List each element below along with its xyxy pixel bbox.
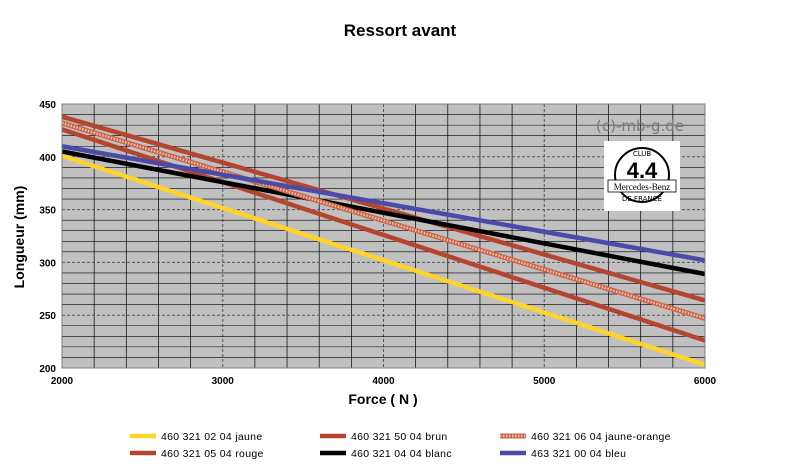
legend-label: 460 321 04 04 blanc [351,448,452,460]
plot-area [61,103,706,369]
y-axis-label: Longueur (mm) [11,186,27,289]
series-layer [61,114,706,367]
legend-label: 460 321 02 04 jaune [161,431,262,443]
chart-title: Ressort avant [344,21,457,40]
club-logo: CLUB 4.4 Mercedes-Benz DE FRANCE [604,141,680,211]
logo-center-text: 4.4 [627,158,658,183]
x-tick-label: 3000 [212,376,235,387]
x-tick-label: 6000 [694,376,717,387]
x-tick-label: 5000 [533,376,556,387]
x-tick-label: 4000 [372,376,395,387]
x-axis-label: Force ( N ) [348,391,417,407]
series-line-2 [61,114,706,303]
legend-label: 460 321 50 04 brun [351,431,447,443]
logo-ring [614,147,670,203]
legend-label: 460 321 05 04 rouge [161,448,264,460]
y-tick-label: 350 [39,206,56,217]
logo-middle-text: Mercedes-Benz [614,182,670,192]
y-tick-label: 300 [39,258,56,269]
series-line-0 [61,153,706,367]
y-tick-label: 250 [39,311,56,322]
y-tick-label: 400 [39,153,56,164]
logo-top-text: CLUB [633,150,652,158]
series-line-4 [61,121,706,320]
y-tick-label: 200 [39,364,56,375]
y-axis-ticks: 200 250 300 350 400 450 [39,100,56,375]
legend-label: 463 321 00 04 bleu [531,448,626,460]
legend: 460 321 02 04 jaune 460 321 50 04 brun 460… [130,431,671,460]
legend-label: 460 321 06 04 jaune-orange [531,431,671,443]
watermark-text: (c)-mb-g.de [596,117,684,135]
series-line-5 [61,144,706,263]
logo-bottom-text: DE FRANCE [622,195,662,203]
x-tick-label: 2000 [51,376,74,387]
logo-background [604,141,680,211]
series-line-3 [61,149,706,277]
x-axis-ticks: 2000 3000 4000 5000 6000 [51,376,717,387]
y-tick-label: 450 [39,100,56,111]
plot-frame [61,103,706,369]
logo-band [607,179,677,193]
